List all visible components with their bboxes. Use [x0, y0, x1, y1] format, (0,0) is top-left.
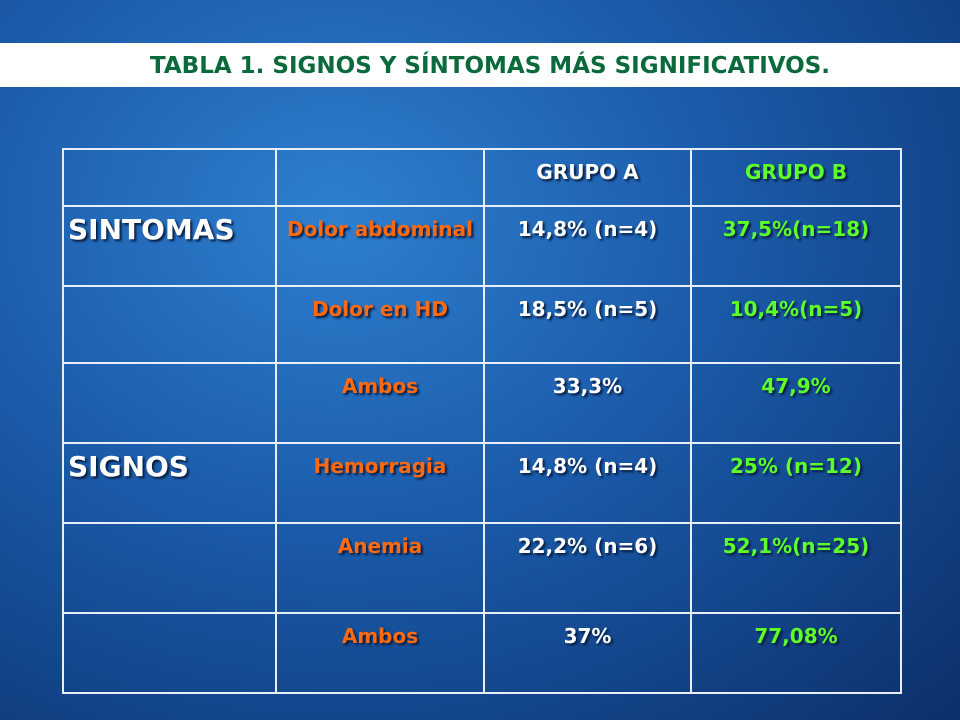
group-a-cell: 33,3% — [483, 362, 692, 444]
group-label — [62, 522, 277, 614]
group-b-cell: 25% (n=12) — [690, 442, 902, 524]
header-cell: GRUPO B — [690, 148, 902, 207]
table-row: SIGNOS Hemorragia 14,8% (n=4) 25% (n=12) — [62, 442, 902, 524]
group-label: SIGNOS — [62, 442, 277, 524]
empty-cell — [62, 148, 277, 207]
header-cell: GRUPO A — [483, 148, 692, 207]
header-row: GRUPO A GRUPO B — [62, 148, 902, 207]
table-row: Dolor en HD 18,5% (n=5) 10,4%(n=5) — [62, 285, 902, 364]
group-a-cell: 14,8% (n=4) — [483, 205, 692, 287]
group-a-cell: 18,5% (n=5) — [483, 285, 692, 364]
table: GRUPO A GRUPO B SINTOMAS Dolor abdominal 1… — [62, 148, 902, 694]
item-cell: Ambos — [275, 362, 485, 444]
group-a-cell: 14,8% (n=4) — [483, 442, 692, 524]
group-b-cell: 77,08% — [690, 612, 902, 694]
group-label — [62, 362, 277, 444]
group-a-cell: 22,2% (n=6) — [483, 522, 692, 614]
group-b-cell: 52,1%(n=25) — [690, 522, 902, 614]
item-cell: Dolor en HD — [275, 285, 485, 364]
table-row: SINTOMAS Dolor abdominal 14,8% (n=4) 37,5%(… — [62, 205, 902, 287]
title-band — [0, 43, 960, 87]
group-label — [62, 612, 277, 694]
item-cell: Ambos — [275, 612, 485, 694]
empty-cell — [275, 148, 485, 207]
item-cell: Hemorragia — [275, 442, 485, 524]
table-row: Ambos 37% 77,08% — [62, 612, 902, 694]
group-b-cell: 10,4%(n=5) — [690, 285, 902, 364]
slide-title: TABLA 1. SIGNOS Y SÍNTOMAS MÁS SIGNIFICA… — [149, 53, 831, 79]
group-label: SINTOMAS — [62, 205, 277, 287]
table-row: Anemia 22,2% (n=6) 52,1%(n=25) — [62, 522, 902, 614]
group-a-cell: 37% — [483, 612, 692, 694]
item-cell: Anemia — [275, 522, 485, 614]
group-b-cell: 47,9% — [690, 362, 902, 444]
group-b-cell: 37,5%(n=18) — [690, 205, 902, 287]
table-row: Ambos 33,3% 47,9% — [62, 362, 902, 444]
group-label — [62, 285, 277, 364]
table-body: GRUPO A GRUPO B SINTOMAS Dolor abdominal 1… — [62, 148, 902, 694]
item-cell: Dolor abdominal — [275, 205, 485, 287]
